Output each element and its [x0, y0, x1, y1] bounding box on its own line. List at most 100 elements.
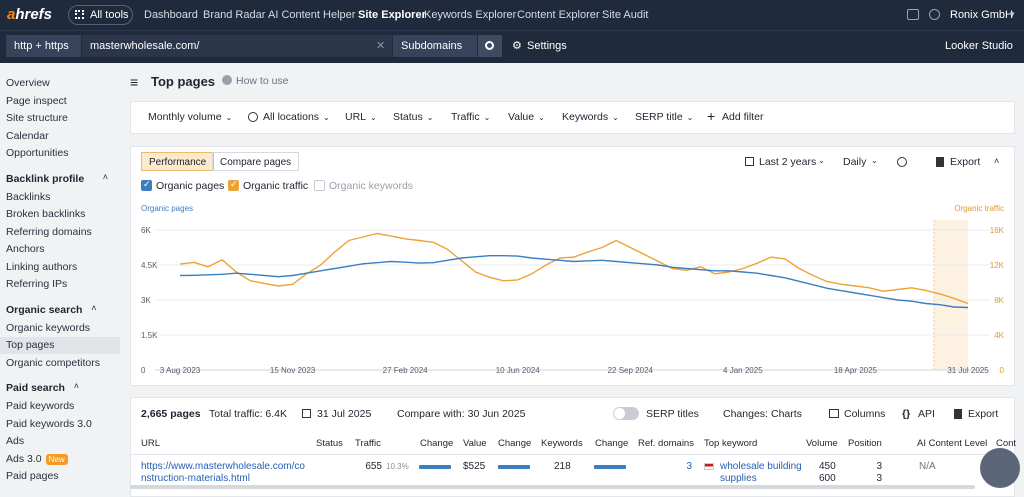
mode-select[interactable]: Subdomains	[393, 35, 477, 57]
filter[interactable]: Status ⌄	[393, 111, 433, 123]
columns[interactable]: Columns	[844, 408, 886, 420]
chat-button[interactable]	[980, 448, 1020, 488]
menu-icon[interactable]: ≡	[130, 74, 139, 90]
logo[interactable]: ahrefs	[7, 6, 53, 23]
sidebar-item[interactable]: Opportunities	[0, 145, 120, 162]
date[interactable]: 31 Jul 2025	[317, 408, 372, 420]
nav-item[interactable]: Site Audit	[602, 9, 649, 21]
filter[interactable]: Value ⌄	[508, 111, 545, 123]
nav-item[interactable]: Content Explorer	[517, 9, 600, 21]
export[interactable]: Export	[968, 408, 999, 420]
serp-titles[interactable]: SERP titles	[646, 408, 699, 420]
interval[interactable]: Daily	[843, 156, 867, 168]
filter[interactable]: Monthly volume ⌄	[148, 111, 232, 123]
total-traffic: Total traffic: 6.4K	[209, 408, 288, 420]
compare[interactable]: Compare with: 30 Jun 2025	[397, 408, 526, 420]
nav-item[interactable]: Keywords Explorer	[424, 9, 517, 21]
api[interactable]: API	[918, 408, 935, 420]
sidebar-item[interactable]: Backlinks	[0, 189, 120, 206]
annotation-icon[interactable]	[897, 157, 907, 167]
filter[interactable]: URL ⌄	[345, 111, 377, 123]
looker-studio[interactable]: Looker Studio	[945, 40, 1013, 52]
column-header[interactable]: Status	[316, 438, 343, 449]
sidebar-heading[interactable]: Paid search	[6, 382, 65, 394]
column-header[interactable]: Change	[420, 438, 454, 449]
y-tick-label: 0	[141, 366, 146, 375]
clear-icon[interactable]: ✕	[376, 40, 386, 52]
x-tick-label: 31 Jul 2025	[947, 366, 989, 375]
sidebar-item[interactable]: Referring IPs	[0, 276, 120, 293]
y2-axis-title: Organic traffic	[954, 204, 1004, 213]
charts[interactable]: Charts	[771, 408, 802, 420]
column-header[interactable]: Keywords	[541, 438, 583, 449]
ref-domains[interactable]: 3	[686, 461, 692, 472]
sidebar-item[interactable]: Overview	[0, 75, 120, 92]
sidebar-item[interactable]: Organic competitors	[0, 355, 120, 372]
url-link[interactable]: https://www.masterwholesale.com/construc…	[141, 461, 305, 484]
settings[interactable]: Settings	[527, 40, 567, 52]
column-header[interactable]: URL	[141, 438, 161, 449]
help-icon[interactable]	[929, 9, 940, 20]
column-header[interactable]: Traffic	[355, 438, 381, 449]
filter[interactable]: SERP title ⌄	[635, 111, 693, 123]
export[interactable]: Export	[950, 156, 981, 168]
column-header[interactable]: Volume	[806, 438, 838, 449]
sidebar-item[interactable]: Paid keywords 3.0	[0, 416, 120, 433]
keywords[interactable]: 218	[554, 461, 571, 472]
y-axis-title: Organic pages	[141, 204, 193, 213]
filter[interactable]: Traffic ⌄	[451, 111, 490, 123]
caret: ˄	[102, 171, 109, 182]
column-header[interactable]: Cont	[996, 438, 1017, 449]
sidebar-item[interactable]: Site structure	[0, 110, 120, 127]
filter[interactable]: Keywords ⌄	[562, 111, 619, 123]
column-header[interactable]: Ref. domains	[638, 438, 694, 449]
sidebar-item[interactable]: Anchors	[0, 241, 120, 258]
add-filter[interactable]: Add filter	[722, 111, 764, 123]
how-to-use[interactable]: How to use	[236, 75, 289, 87]
filter-bar	[130, 101, 1015, 134]
sidebar-item[interactable]: Ads	[0, 433, 120, 450]
column-header[interactable]: Position	[848, 438, 882, 449]
nav-item[interactable]: Site Explorer	[358, 9, 426, 21]
sidebar-item[interactable]: Calendar	[0, 128, 120, 145]
column-header[interactable]: Change	[595, 438, 629, 449]
all-tools-button[interactable]: All tools	[68, 5, 133, 25]
nav-item[interactable]: Dashboard	[144, 9, 198, 21]
sidebar-label: Paid keywords 3.0	[6, 417, 92, 430]
column-header[interactable]: Value	[463, 438, 487, 449]
top-keyword[interactable]: wholesale building supplies	[720, 461, 802, 484]
search-bar: http + https masterwholesale.com/ ✕ Subd…	[0, 30, 1024, 63]
filter[interactable]: All locations ⌄	[263, 111, 330, 123]
tab[interactable]: Compare pages	[212, 152, 300, 171]
legend-checkbox[interactable]: ✓ Organic pages	[141, 179, 224, 192]
sidebar-item[interactable]: Ads 3.0 New	[0, 451, 120, 468]
sidebar-item[interactable]: Paid pages	[0, 468, 120, 485]
sidebar-heading[interactable]: Backlink profile	[6, 172, 85, 185]
legend-checkbox[interactable]: Organic keywords	[314, 180, 413, 192]
nav-item[interactable]: AI Content Helper	[268, 9, 356, 21]
sidebar-item[interactable]: Top pages	[0, 337, 120, 354]
protocol-select[interactable]: http + https	[6, 35, 81, 57]
sidebar-item[interactable]: Organic keywords	[0, 320, 120, 337]
column-header[interactable]: Change	[498, 438, 532, 449]
tab[interactable]: Performance	[141, 152, 215, 171]
sidebar-heading[interactable]: Organic search	[6, 303, 83, 316]
filter-label: Value	[508, 111, 535, 123]
period[interactable]: Last 2 years	[759, 156, 817, 168]
sidebar-item[interactable]: Linking authors	[0, 259, 120, 276]
account[interactable]: Ronix GmbH	[950, 9, 1013, 21]
url-input[interactable]: masterwholesale.com/	[82, 35, 392, 57]
scrollbar	[130, 485, 975, 489]
column-header[interactable]: AI Content Level	[917, 438, 988, 449]
sidebar-item[interactable]: Broken backlinks	[0, 206, 120, 223]
sidebar-item[interactable]: Page inspect	[0, 93, 120, 110]
screen-icon[interactable]	[907, 9, 919, 20]
collapse[interactable]: ˄	[994, 156, 1000, 166]
sidebar-item[interactable]: Referring domains	[0, 224, 120, 241]
column-header[interactable]: Top keyword	[704, 438, 758, 449]
sidebar-item[interactable]: Paid keywords	[0, 398, 120, 415]
nav-item[interactable]: Brand Radar	[203, 9, 266, 21]
legend-checkbox[interactable]: ✓ Organic traffic	[228, 179, 308, 192]
sidebar-label: Referring domains	[6, 225, 92, 238]
